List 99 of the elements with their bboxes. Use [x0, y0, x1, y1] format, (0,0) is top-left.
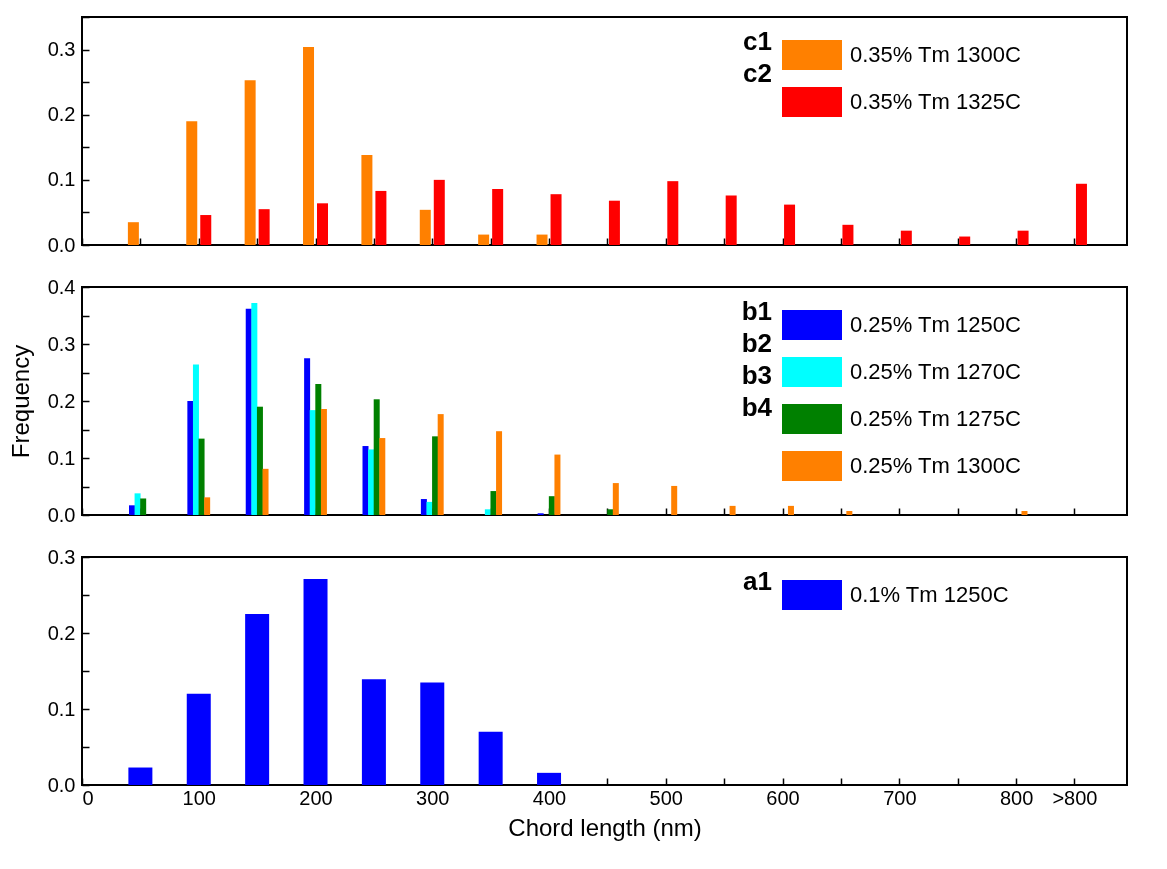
y-tick-label: 0.3: [47, 38, 76, 61]
bar: [251, 302, 258, 515]
y-tick-label: 0.0: [47, 503, 76, 526]
bar: [262, 468, 269, 515]
bar: [127, 222, 139, 245]
bar: [361, 155, 373, 245]
bar: [537, 772, 562, 785]
bar: [419, 209, 431, 245]
y-tick-label: 0.0: [47, 773, 76, 796]
bar: [379, 438, 386, 515]
bar: [303, 46, 315, 245]
x-axis-title: Chord length (nm): [508, 813, 702, 841]
bar: [128, 505, 135, 515]
bar: [200, 215, 212, 245]
bar: [612, 483, 619, 515]
y-tick-label: 0.1: [47, 168, 76, 191]
bar: [437, 414, 444, 515]
y-tick-label: 0.3: [47, 545, 76, 568]
bar: [787, 505, 794, 515]
bar: [361, 679, 386, 785]
y-tick-label: 0.1: [47, 697, 76, 720]
bar: [607, 509, 614, 515]
bar: [1021, 511, 1028, 515]
annotation: c1: [743, 26, 772, 56]
bar: [320, 408, 327, 515]
x-tick-label: 700: [883, 786, 917, 809]
bar: [192, 364, 199, 515]
bar: [186, 693, 211, 785]
bar: [256, 406, 263, 515]
y-axis-title: Frequency: [6, 344, 34, 459]
annotation: b4: [741, 392, 773, 422]
annotation: c2: [743, 58, 772, 88]
bar: [478, 731, 503, 785]
annotation: b1: [741, 296, 772, 326]
bar: [362, 446, 369, 515]
bar: [368, 449, 375, 515]
bar: [140, 498, 147, 515]
bar: [433, 179, 445, 245]
bar: [496, 431, 503, 515]
x-tick-label: 0: [82, 786, 94, 809]
bar: [959, 236, 971, 245]
x-tick-label: 600: [766, 786, 800, 809]
bar: [492, 188, 504, 245]
bar: [490, 491, 497, 515]
x-tick-label: 200: [299, 786, 333, 809]
legend-label: 0.25% Tm 1250C: [850, 312, 1021, 337]
bar: [729, 505, 736, 515]
legend-label: 0.35% Tm 1325C: [850, 89, 1021, 114]
bar: [550, 194, 562, 245]
bar: [667, 181, 679, 245]
bar: [187, 401, 194, 515]
bar: [554, 454, 561, 515]
bar: [900, 230, 912, 245]
bar: [128, 767, 153, 785]
bar: [375, 190, 387, 245]
annotation: b2: [741, 328, 772, 358]
y-tick-label: 0.3: [47, 332, 76, 355]
y-tick-label: 0.1: [47, 446, 76, 469]
bar: [245, 614, 270, 785]
legend-label: 0.25% Tm 1300C: [850, 453, 1021, 478]
bar: [478, 234, 490, 245]
bar: [536, 234, 548, 245]
bar: [303, 579, 328, 785]
bar: [426, 501, 433, 515]
bar: [1075, 183, 1087, 245]
annotation: a1: [743, 566, 772, 596]
bar: [198, 438, 205, 515]
legend-label: 0.25% Tm 1275C: [850, 406, 1021, 431]
legend-label: 0.1% Tm 1250C: [850, 582, 1009, 607]
x-tick-label: 100: [182, 786, 216, 809]
y-tick-label: 0.2: [47, 103, 76, 126]
bar: [842, 224, 854, 245]
bar: [784, 204, 796, 245]
bar: [186, 121, 198, 245]
bar: [204, 497, 211, 515]
x-tick-label: >800: [1052, 786, 1098, 809]
x-tick-label: 800: [999, 786, 1034, 809]
y-tick-label: 0.4: [47, 275, 76, 298]
bar: [1017, 230, 1029, 245]
bar: [846, 511, 853, 515]
x-tick-label: 500: [649, 786, 683, 809]
bar: [304, 358, 311, 515]
x-tick-label: 300: [416, 786, 450, 809]
bar: [317, 203, 329, 245]
legend-label: 0.25% Tm 1270C: [850, 359, 1021, 384]
bar: [725, 195, 737, 245]
bar: [244, 80, 256, 245]
bar: [315, 383, 322, 515]
legend-label: 0.35% Tm 1300C: [850, 42, 1021, 67]
y-tick-label: 0.0: [47, 233, 76, 256]
y-tick-label: 0.2: [47, 621, 76, 644]
bar: [432, 436, 439, 515]
x-tick-label: 400: [532, 786, 567, 809]
annotation: b3: [741, 360, 772, 390]
y-tick-label: 0.2: [47, 389, 76, 412]
bar: [420, 682, 445, 785]
bar: [608, 200, 620, 245]
bar: [671, 485, 678, 515]
bar: [258, 209, 270, 245]
